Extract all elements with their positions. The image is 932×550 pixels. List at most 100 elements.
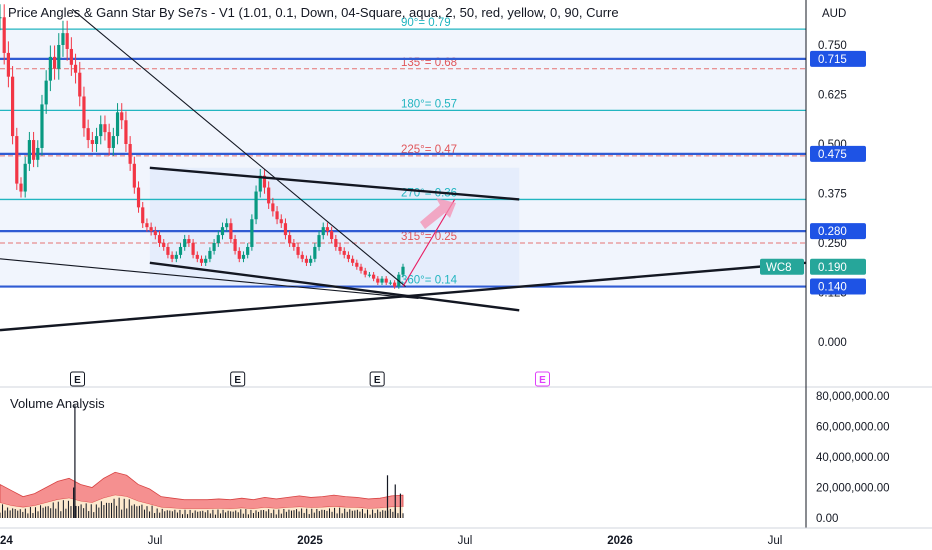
candle-body [61, 33, 65, 45]
candle-body [19, 183, 23, 192]
candle-body [388, 282, 393, 284]
volume-title: Volume Analysis [10, 396, 105, 411]
candle-body [94, 136, 99, 144]
volume-axis[interactable]: 80,000,000.00 60,000,000.00 40,000,000.00 2… [816, 391, 890, 525]
candle-body [86, 128, 90, 141]
candle-body [393, 282, 397, 287]
candle-body [212, 243, 216, 251]
price-candles [0, 4, 405, 289]
candle-body [187, 239, 191, 243]
candle-body [10, 76, 15, 137]
candle-body [124, 120, 128, 144]
earnings-marker-label: E [374, 375, 381, 386]
candle-body [0, 17, 2, 19]
candle-body [69, 48, 73, 65]
candle-body [384, 278, 388, 283]
candle-body [237, 250, 241, 259]
candle-body [355, 262, 359, 267]
earnings-marker[interactable] [535, 371, 550, 387]
candle-body [141, 207, 145, 224]
candle-body [330, 231, 334, 240]
candle-body [48, 56, 52, 81]
volume-pane [0, 405, 404, 518]
candle-body [82, 96, 86, 129]
candle-body [254, 191, 258, 220]
candle-body [292, 243, 296, 247]
earnings-marker[interactable] [70, 371, 85, 387]
candle-body [153, 231, 157, 236]
candle-body [258, 175, 262, 192]
candle-body [401, 266, 405, 275]
time-axis-tick: 2024 [0, 535, 13, 547]
candle-body [300, 254, 304, 259]
candle-body [220, 227, 225, 236]
earnings-marker[interactable] [369, 371, 385, 387]
candle-body [351, 258, 355, 263]
candle-body [115, 112, 120, 137]
price-axis-tick: 0.375 [818, 189, 847, 201]
candle-body [233, 239, 237, 251]
candle-body [304, 258, 309, 263]
candle-body [107, 132, 111, 148]
candle-body [241, 254, 246, 259]
trend-line [0, 258, 419, 299]
candle-body [31, 140, 36, 160]
candle-body [250, 219, 254, 247]
candle-body [376, 278, 380, 283]
candle-body [36, 147, 40, 160]
trend-line [0, 261, 806, 332]
candle-body [132, 163, 136, 188]
symbol-tag-label: WC8 [766, 262, 792, 274]
time-axis-tick: 2026 [607, 535, 633, 547]
candle-body [380, 278, 384, 283]
candle-body [367, 274, 372, 276]
gann-level-label: 360°= 0.14 [401, 275, 458, 287]
candle-body [372, 274, 376, 279]
candle-body [90, 140, 94, 144]
indicator-title: Price Angles & Gann Star By Se7s - V1 (1… [8, 5, 619, 20]
earnings-marker[interactable] [230, 371, 246, 387]
candle-body [359, 266, 363, 271]
price-tag [810, 223, 866, 240]
candle-body [296, 246, 300, 255]
candle-body [313, 246, 317, 259]
time-axis[interactable]: 2024 Jul 2025 Jul 2026 Jul [0, 535, 782, 547]
candle-body [157, 235, 162, 243]
candle-body [321, 227, 325, 236]
candle-body [128, 144, 132, 164]
price-tag [810, 278, 866, 295]
candle-body [279, 219, 283, 224]
price-axis-tick: 0.000 [818, 337, 847, 349]
time-axis-tick: 2025 [297, 535, 323, 547]
price-axis-tick: 0.625 [818, 90, 847, 102]
candle-body [65, 33, 69, 49]
candle-body [6, 52, 10, 77]
volume-axis-tick: 20,000,000.00 [816, 483, 890, 495]
candle-body [225, 223, 229, 228]
candle-body [136, 187, 141, 208]
candle-body [191, 243, 195, 255]
trend-line [149, 166, 520, 201]
candle-body [267, 187, 271, 204]
price-tag [810, 50, 866, 67]
candle-body [288, 235, 292, 243]
gann-level-label: 315°= 0.25 [401, 231, 457, 243]
candle-body [334, 239, 338, 247]
candle-body [27, 140, 31, 164]
time-axis-tick: Jul [458, 535, 473, 547]
candle-body [317, 235, 321, 247]
candle-body [73, 64, 78, 73]
candle-body [346, 254, 351, 259]
candle-body [57, 45, 61, 69]
candle-body [149, 227, 153, 232]
candle-body [23, 163, 27, 192]
candle-body [178, 246, 183, 255]
candle-body [52, 56, 57, 69]
candle-body [363, 270, 367, 275]
candle-body [338, 246, 342, 251]
symbol-tag [760, 261, 804, 276]
